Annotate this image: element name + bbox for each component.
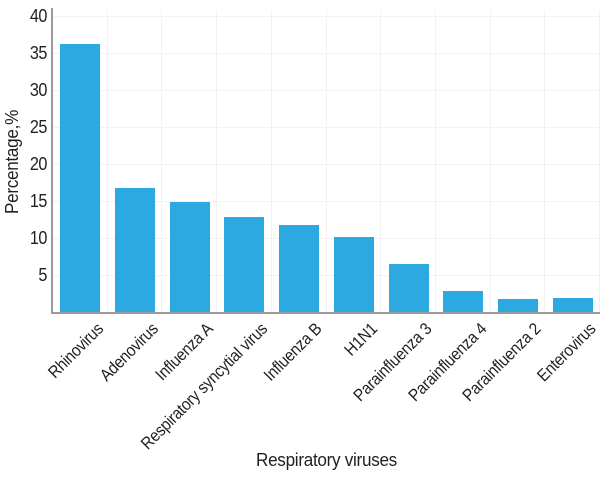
bar-influenza-b bbox=[279, 224, 320, 312]
bar-respiratory-syncytial-virus bbox=[224, 216, 265, 312]
vertical-gridline bbox=[106, 10, 108, 312]
vertical-gridline bbox=[270, 10, 272, 312]
horizontal-gridline bbox=[53, 52, 600, 54]
horizontal-gridline bbox=[53, 126, 600, 128]
x-category-label: Influenza B bbox=[260, 319, 326, 385]
vertical-gridline bbox=[216, 10, 218, 312]
bar-parainfluenza-4 bbox=[443, 290, 484, 312]
x-category-label: Enterovirus bbox=[533, 319, 600, 386]
vertical-gridline bbox=[325, 10, 327, 312]
vertical-gridline bbox=[380, 10, 382, 312]
y-tick-label: 35 bbox=[29, 42, 48, 63]
vertical-gridline bbox=[489, 10, 491, 312]
vertical-gridline bbox=[599, 10, 600, 312]
bar-enterovirus bbox=[552, 297, 593, 312]
plot-area bbox=[53, 10, 600, 312]
y-tick-label: 25 bbox=[29, 116, 48, 137]
y-tick-label: 10 bbox=[29, 227, 48, 248]
horizontal-gridline bbox=[53, 163, 600, 165]
x-axis-title: Respiratory viruses bbox=[256, 450, 397, 470]
bar-influenza-a bbox=[169, 202, 210, 312]
y-tick-label: 15 bbox=[29, 190, 48, 211]
horizontal-gridline bbox=[53, 274, 600, 276]
vertical-gridline bbox=[161, 10, 163, 312]
y-tick-label: 40 bbox=[29, 5, 48, 26]
y-tick-label: 30 bbox=[29, 79, 48, 100]
bar-rhinovirus bbox=[60, 44, 101, 312]
bar-adenovirus bbox=[115, 187, 156, 312]
x-axis-line bbox=[51, 312, 600, 314]
y-tick-label: 20 bbox=[29, 153, 48, 174]
x-category-label: H1N1 bbox=[340, 319, 381, 360]
bar-parainfluenza-3 bbox=[388, 263, 429, 312]
y-tick-label: 5 bbox=[38, 264, 47, 285]
horizontal-gridline bbox=[53, 89, 600, 91]
vertical-gridline bbox=[434, 10, 436, 312]
bar-h1n1 bbox=[333, 237, 374, 312]
x-category-label: Adenovirus bbox=[96, 319, 162, 385]
horizontal-gridline bbox=[53, 15, 600, 17]
y-axis-line bbox=[51, 8, 53, 314]
bar-parainfluenza-2 bbox=[497, 298, 538, 312]
horizontal-gridline bbox=[53, 200, 600, 202]
horizontal-gridline bbox=[53, 237, 600, 239]
vertical-gridline bbox=[544, 10, 546, 312]
